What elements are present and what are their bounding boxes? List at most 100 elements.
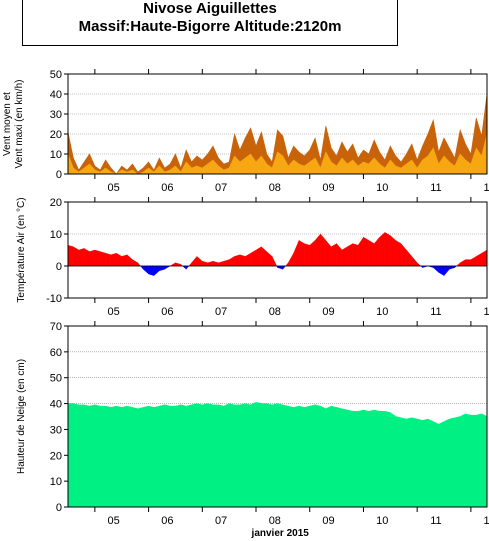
temp-positive-area xyxy=(83,248,90,267)
temp-positive-area xyxy=(137,262,141,267)
temp-positive-area xyxy=(304,243,310,267)
temp-positive-area xyxy=(255,246,262,267)
y-axis-label: Hauteur de Neige (en cm) xyxy=(16,359,27,474)
y-tick-label: 10 xyxy=(50,229,62,241)
temp-positive-area xyxy=(368,240,375,267)
temp-positive-area xyxy=(476,252,482,267)
temp-positive-area xyxy=(293,240,300,267)
x-tick-label: 08 xyxy=(269,306,281,318)
temp-positive-area xyxy=(271,256,278,267)
temp-negative-area xyxy=(185,265,190,270)
x-tick-label: 10 xyxy=(376,182,388,194)
temp-positive-area xyxy=(390,235,396,267)
temp-positive-area xyxy=(481,249,488,267)
temp-positive-area xyxy=(261,246,267,267)
temp-positive-area xyxy=(105,252,112,267)
temp-positive-area xyxy=(175,262,182,267)
temp-positive-area xyxy=(67,244,74,267)
temp-positive-area xyxy=(331,243,337,267)
temp-positive-area xyxy=(384,232,391,267)
y-tick-label: 10 xyxy=(50,476,62,488)
temp-negative-area xyxy=(159,265,165,272)
y-tick-label: 0 xyxy=(56,261,62,273)
temp-positive-area xyxy=(314,233,321,267)
temp-positive-area xyxy=(411,255,418,267)
temp-positive-area xyxy=(352,243,359,267)
temp-positive-area xyxy=(470,256,477,267)
snow_depth-area xyxy=(67,401,488,508)
temp-positive-area xyxy=(234,254,241,267)
temp-negative-area xyxy=(282,265,286,270)
temp-negative-area xyxy=(277,265,284,270)
temp-positive-area xyxy=(298,240,305,267)
temp-negative-area xyxy=(443,265,450,277)
temp-negative-area xyxy=(148,265,155,276)
y-tick-label: 40 xyxy=(50,399,62,411)
y-tick-label: 0 xyxy=(56,169,62,181)
x-tick-label: 10 xyxy=(376,306,388,318)
temp-negative-area xyxy=(438,265,445,276)
temp-positive-area xyxy=(245,252,251,267)
temp-positive-area xyxy=(250,249,257,267)
x-tick-label: 09 xyxy=(322,515,334,527)
panel-snow: 0 10 20 30 40 50 60 70 05 06 07 08 09 10 11 12 Hauteur d… xyxy=(16,321,489,539)
plot-frame xyxy=(67,325,488,508)
temp-positive-area xyxy=(379,231,386,267)
temp-positive-area xyxy=(212,260,219,267)
x-tick-label: 06 xyxy=(161,182,173,194)
y-axis-label: Vent moyen et xyxy=(2,92,13,156)
panel-wind: 0 10 20 30 40 50 05 06 07 08 09 10 11 12 Vent moyen et… xyxy=(2,69,489,194)
temp-positive-area xyxy=(94,249,101,267)
temp-positive-area xyxy=(78,248,85,267)
y-tick-label: 30 xyxy=(50,424,62,436)
x-tick-label: 10 xyxy=(376,515,388,527)
y-tick-label: 40 xyxy=(50,89,62,101)
x-tick-label: 09 xyxy=(322,182,334,194)
plot-frame xyxy=(67,201,488,299)
plot-frame xyxy=(67,73,488,175)
temp-positive-area xyxy=(459,259,466,267)
temp-positive-area xyxy=(100,251,106,267)
y-tick-label: 20 xyxy=(50,450,62,462)
temp-positive-area xyxy=(132,259,139,267)
temp-positive-area xyxy=(89,249,96,267)
x-tick-label: 11 xyxy=(430,515,441,527)
x-tick-label: 06 xyxy=(161,515,173,527)
temp-positive-area xyxy=(320,233,327,267)
temp-positive-area xyxy=(347,243,353,267)
temp-positive-area xyxy=(285,262,289,267)
y-tick-label: 50 xyxy=(50,373,62,385)
x-tick-label: 09 xyxy=(322,306,334,318)
temp-positive-area xyxy=(406,249,412,267)
x-tick-label: 12 xyxy=(484,182,489,194)
temp-positive-area xyxy=(188,262,192,267)
temp-positive-area xyxy=(169,262,176,267)
temp-positive-area xyxy=(121,254,128,267)
y-tick-label: 70 xyxy=(50,321,62,333)
x-tick-label: 08 xyxy=(269,515,281,527)
wind_mean-area xyxy=(67,133,488,175)
y-axis-label: Température Air (en °C) xyxy=(16,197,27,302)
x-tick-label: 05 xyxy=(108,306,120,318)
x-tick-label: 07 xyxy=(215,306,227,318)
wind_max-area xyxy=(67,93,488,175)
y-tick-label: 0 xyxy=(56,502,62,514)
x-tick-label: 11 xyxy=(430,306,441,318)
temp-negative-area xyxy=(143,265,149,275)
temp-negative-area xyxy=(164,265,171,270)
temp-positive-area xyxy=(456,262,461,267)
temp-positive-area xyxy=(223,259,230,267)
y-tick-label: 50 xyxy=(50,69,62,81)
temp-positive-area xyxy=(336,243,343,267)
temp-positive-area xyxy=(416,262,422,267)
temp-positive-area xyxy=(218,260,224,267)
temp-positive-area xyxy=(363,236,370,267)
panel-temp: -10 0 10 20 05 06 07 08 09 10 11 12 Température Air … xyxy=(16,197,489,318)
y-tick-label: -10 xyxy=(46,293,62,305)
y-tick-label: 20 xyxy=(50,129,62,141)
temp-positive-area xyxy=(110,252,117,267)
temp-positive-area xyxy=(207,260,214,267)
temp-positive-area xyxy=(400,243,407,267)
temp-positive-area xyxy=(228,256,235,267)
x-tick-label: 05 xyxy=(108,515,120,527)
